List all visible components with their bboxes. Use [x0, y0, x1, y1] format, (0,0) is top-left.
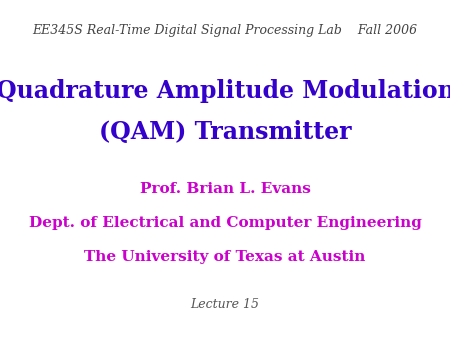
- Text: EE345S Real-Time Digital Signal Processing Lab    Fall 2006: EE345S Real-Time Digital Signal Processi…: [32, 24, 418, 37]
- Text: (QAM) Transmitter: (QAM) Transmitter: [99, 120, 351, 144]
- Text: Prof. Brian L. Evans: Prof. Brian L. Evans: [140, 182, 310, 196]
- Text: Dept. of Electrical and Computer Engineering: Dept. of Electrical and Computer Enginee…: [28, 216, 422, 230]
- Text: Lecture 15: Lecture 15: [190, 298, 260, 311]
- Text: Quadrature Amplitude Modulation: Quadrature Amplitude Modulation: [0, 79, 450, 103]
- Text: The University of Texas at Austin: The University of Texas at Austin: [84, 250, 366, 264]
